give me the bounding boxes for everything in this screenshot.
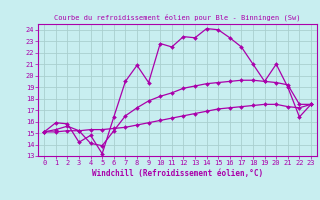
X-axis label: Windchill (Refroidissement éolien,°C): Windchill (Refroidissement éolien,°C) xyxy=(92,169,263,178)
Title: Courbe du refroidissement éolien pour Ble - Binningen (Sw): Courbe du refroidissement éolien pour Bl… xyxy=(54,14,301,21)
